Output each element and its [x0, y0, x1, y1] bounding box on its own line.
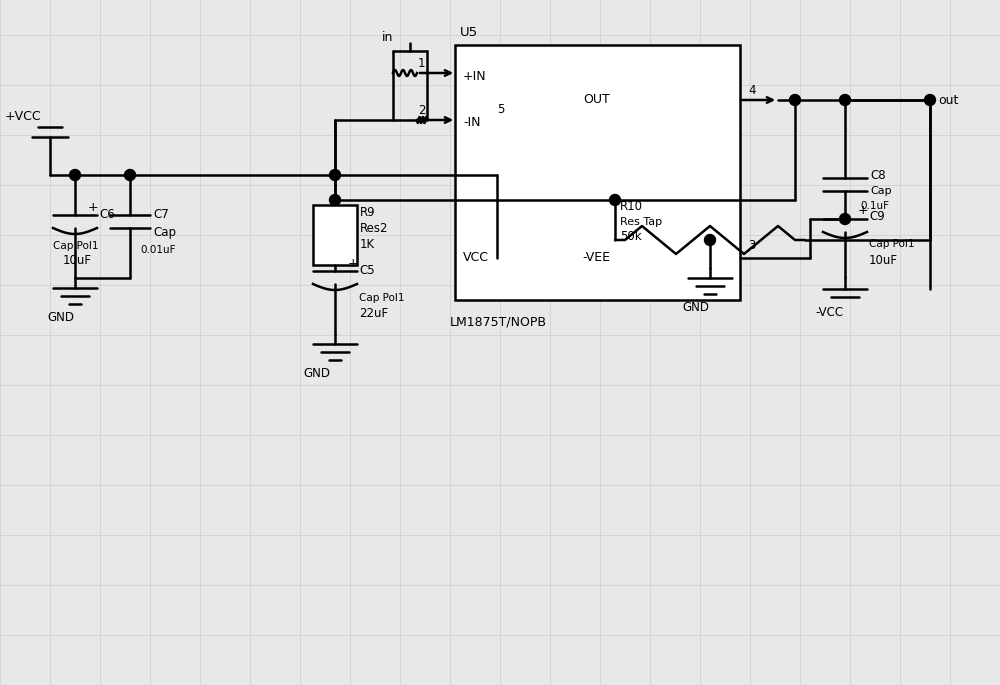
Text: +IN: +IN — [463, 71, 487, 84]
Text: 0.01uF: 0.01uF — [140, 245, 176, 255]
Text: in: in — [382, 32, 393, 45]
Text: Cap Pol1: Cap Pol1 — [869, 239, 914, 249]
Text: 22uF: 22uF — [359, 308, 388, 321]
Text: +: + — [348, 258, 359, 271]
Text: 1K: 1K — [360, 238, 375, 251]
Text: 4: 4 — [748, 84, 756, 97]
Circle shape — [330, 195, 340, 206]
Text: +: + — [88, 201, 99, 214]
Text: Cap Pol1: Cap Pol1 — [359, 293, 404, 303]
Circle shape — [839, 95, 850, 105]
Text: U5: U5 — [460, 27, 478, 40]
Text: OUT: OUT — [583, 93, 610, 106]
Circle shape — [330, 169, 340, 181]
Text: GND: GND — [682, 301, 709, 314]
Circle shape — [124, 169, 136, 181]
Text: 1: 1 — [418, 58, 426, 71]
Text: GND: GND — [47, 312, 74, 325]
Circle shape — [925, 95, 936, 105]
Text: C7: C7 — [153, 208, 169, 221]
Circle shape — [704, 234, 716, 245]
Text: LM1875T/NOPB: LM1875T/NOPB — [450, 316, 547, 329]
Text: +VCC: +VCC — [5, 110, 42, 123]
Text: C8: C8 — [870, 169, 886, 182]
Text: 5: 5 — [497, 103, 504, 116]
Text: R10: R10 — [620, 201, 643, 214]
Text: VCC: VCC — [463, 251, 489, 264]
Text: C5: C5 — [359, 264, 375, 277]
Text: 10uF: 10uF — [63, 255, 92, 268]
Text: Res2: Res2 — [360, 223, 388, 236]
Text: Cap: Cap — [153, 227, 176, 240]
Circle shape — [610, 195, 620, 206]
Text: out: out — [938, 93, 958, 106]
Text: C9: C9 — [869, 210, 885, 223]
Text: 0.1uF: 0.1uF — [860, 201, 889, 212]
Text: GND: GND — [303, 367, 330, 380]
Text: C6: C6 — [99, 208, 115, 221]
Circle shape — [790, 95, 800, 105]
Text: 3: 3 — [748, 240, 755, 253]
Text: Cap: Cap — [870, 186, 892, 197]
Text: Res Tap: Res Tap — [620, 217, 662, 227]
Text: R9: R9 — [360, 206, 376, 219]
Text: 50k: 50k — [620, 230, 642, 243]
Text: 10uF: 10uF — [869, 253, 898, 266]
Text: -IN: -IN — [463, 116, 480, 129]
Text: Cap Pol1: Cap Pol1 — [53, 241, 98, 251]
Bar — [455, 45, 740, 300]
Bar — [313, 205, 357, 265]
Text: 2: 2 — [418, 105, 426, 118]
Text: +: + — [858, 205, 869, 218]
Circle shape — [839, 214, 850, 225]
Circle shape — [70, 169, 80, 181]
Text: -VEE: -VEE — [582, 251, 610, 264]
Text: -VCC: -VCC — [815, 306, 843, 319]
